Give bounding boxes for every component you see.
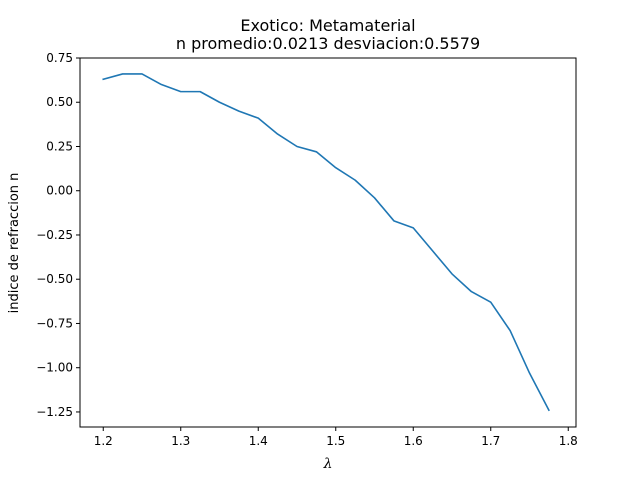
x-tick-label: 1.3 (171, 434, 190, 448)
y-axis-label: indice de refraccion n (7, 173, 22, 314)
x-tick-label: 1.6 (404, 434, 423, 448)
x-axis-label: λ (323, 456, 333, 472)
x-tick-label: 1.5 (326, 434, 345, 448)
x-tick-label: 1.8 (559, 434, 578, 448)
y-tick-label: −1.00 (36, 361, 73, 375)
x-tick-label: 1.4 (249, 434, 268, 448)
y-tick-label: −0.75 (36, 316, 73, 330)
plot-frame (79, 57, 577, 428)
series-line (102, 73, 550, 412)
x-tick-label: 1.7 (481, 434, 500, 448)
y-tick-label: 0.50 (46, 95, 73, 109)
plot-area (102, 73, 550, 412)
chart-subtitle: n promedio:0.0213 desviacion:0.5579 (176, 34, 480, 53)
y-axis: 0.75 0.50 0.25 0.00 −0.25 −0.50 −0.75 −1.00 −1.2… (36, 51, 80, 419)
y-tick-label: −1.25 (36, 405, 73, 419)
y-tick-label: 0.00 (46, 184, 73, 198)
y-tick-label: 0.75 (46, 51, 73, 65)
y-tick-label: 0.25 (46, 139, 73, 153)
x-tick-label: 1.2 (94, 434, 113, 448)
x-axis: 1.2 1.3 1.4 1.5 1.6 1.7 1.8 (94, 427, 578, 448)
y-tick-label: −0.50 (36, 272, 73, 286)
y-tick-label: −0.25 (36, 228, 73, 242)
chart-title: Exotico: Metamaterial (240, 16, 415, 35)
